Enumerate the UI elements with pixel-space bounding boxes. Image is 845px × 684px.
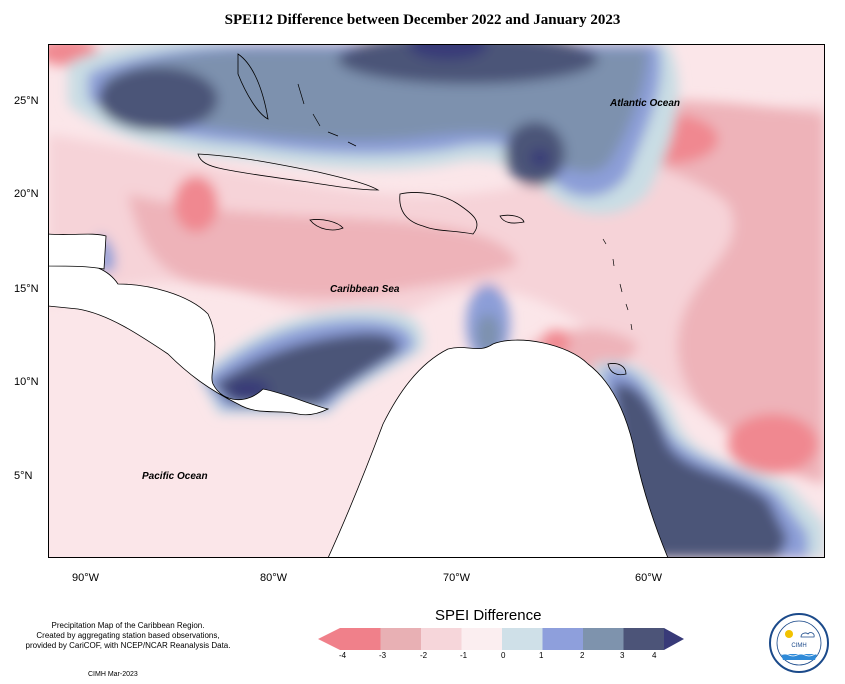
label-atlantic: Atlantic Ocean [609,98,680,109]
colorbar-seg-3 [421,628,462,650]
label-pacific: Pacific Ocean [142,471,208,482]
lat-tick-10: 10°N [14,376,39,388]
colorbar-label-m1: -1 [460,651,468,660]
island-bahamas [297,83,357,147]
legend-title: SPEI Difference [435,607,542,624]
spei-map: Atlantic Ocean Caribbean Sea Pacific Oce… [48,44,825,558]
cimh-logo: CIMH [769,613,829,673]
notes-line-1: Precipitation Map of the Caribbean Regio… [51,621,205,630]
lon-tick-70: 70°W [443,572,471,584]
colorbar-seg-6 [542,628,583,650]
core-blue-darkest-2 [530,149,550,167]
land-south-america [327,339,669,558]
field-blue-guyana-dark [613,383,788,558]
island-lesser-antilles [602,238,633,331]
notes-line-2: Created by aggregating station based obs… [36,631,220,640]
core-blue-north [338,44,598,84]
colorbar-label-m2: -2 [420,651,428,660]
island-cuba [197,153,380,191]
colorbar-left-arrow [318,628,340,650]
colorbar-label-4: 4 [652,651,657,660]
core-pink-guiana [728,414,818,474]
lon-tick-90: 90°W [72,572,100,584]
logo-text: CIMH [791,643,806,649]
colorbar-seg-8 [623,628,664,650]
colorbar-label-2: 2 [580,651,585,660]
colorbar-right-arrow [664,628,684,650]
colorbar-seg-4 [461,628,502,650]
colorbar-label-m4: -4 [339,651,347,660]
waves-icon [781,654,817,660]
land-yucatan [48,233,107,270]
colorbar [318,628,684,650]
colorbar-label-3: 3 [620,651,625,660]
field-mid-pink-east [608,99,825,485]
map-notes: Precipitation Map of the Caribbean Regio… [8,621,248,651]
core-pink-cuba [174,176,218,232]
land-central-america [48,262,330,416]
island-jamaica [309,219,344,231]
colorbar-label-0: 0 [501,651,506,660]
lat-tick-15: 15°N [14,283,39,295]
island-trinidad [607,363,627,376]
credit-text: CIMH Mar-2023 [88,671,138,678]
lat-tick-5: 5°N [14,470,33,482]
notes-line-3: provided by CariCOF, with NCEP/NCAR Rean… [25,641,231,650]
colorbar-seg-2 [380,628,421,650]
lat-tick-20: 20°N [14,188,39,200]
colorbar-seg-1 [340,628,381,650]
colorbar-label-m3: -3 [379,651,387,660]
cloud-icon [800,632,815,638]
colorbar-seg-5 [502,628,543,650]
lon-tick-80: 80°W [260,572,288,584]
sun-icon [785,630,793,638]
map-frame [48,44,825,558]
lon-tick-60: 60°W [635,572,663,584]
colorbar-label-1: 1 [539,651,544,660]
core-blue-gulf [98,67,218,131]
island-puerto-rico [499,214,525,224]
label-caribbean: Caribbean Sea [330,284,400,295]
colorbar-seg-7 [583,628,624,650]
lat-tick-25: 25°N [14,95,39,107]
island-hispaniola [399,192,478,235]
island-florida [237,53,269,120]
core-blue-darkest-1 [408,44,488,60]
field-mid-pink [128,194,518,299]
map-title: SPEI12 Difference between December 2022 … [224,12,621,28]
